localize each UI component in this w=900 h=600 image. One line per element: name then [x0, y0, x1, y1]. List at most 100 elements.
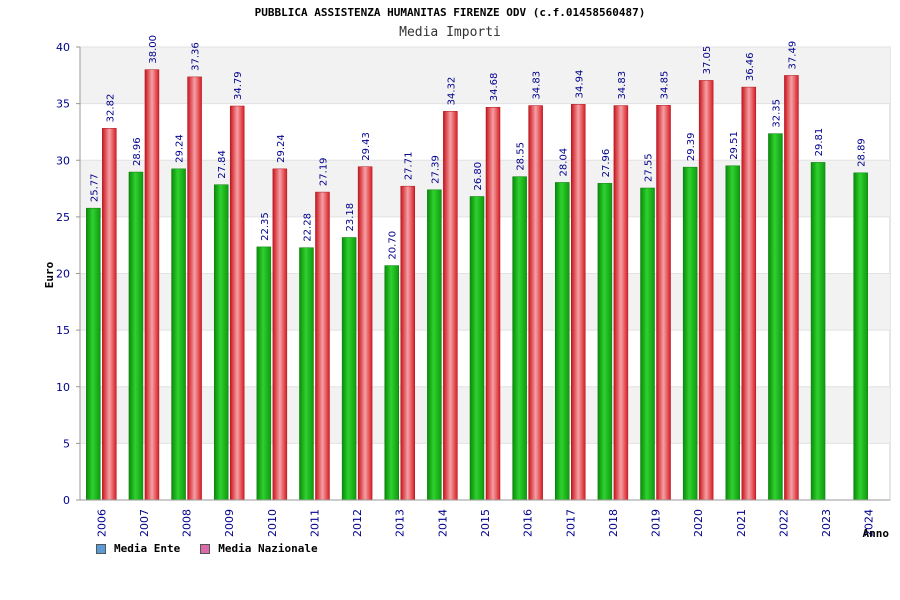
y-axis-label: Euro — [43, 261, 56, 288]
data-label-media-ente: 29.81 — [814, 128, 825, 157]
legend-swatch-nazionale — [200, 543, 211, 554]
x-tick-label: 2017 — [564, 509, 577, 537]
bar-media-nazionale — [144, 69, 160, 501]
legend-swatch-ente — [96, 543, 106, 554]
data-label-media-nazionale: 32.82 — [105, 94, 116, 123]
bar-media-nazionale — [485, 106, 501, 501]
x-axis: 2006 2007 2008 2009 2010 2011 2012 2013 2014 2015… — [80, 499, 890, 537]
legend-label-ente: Media Ente — [114, 542, 181, 555]
bars-group: 25.77 32.82 28.96 38.00 29.24 37.36 27.84 34.79… — [86, 35, 868, 501]
data-label-media-ente: 25.77 — [89, 174, 100, 203]
bar-media-ente — [725, 165, 741, 501]
x-tick-label: 2014 — [436, 509, 449, 537]
data-label-media-nazionale: 27.19 — [318, 157, 329, 186]
data-label-media-nazionale: 34.83 — [532, 71, 543, 100]
x-tick-label: 2010 — [266, 509, 279, 537]
bar-media-nazionale — [187, 76, 202, 501]
x-tick-label: 2015 — [479, 509, 492, 537]
bar-media-ente — [810, 162, 826, 501]
bar-media-ente — [640, 187, 655, 501]
x-tick-label: 2020 — [692, 509, 705, 537]
bar-media-nazionale — [528, 105, 543, 501]
data-label-media-nazionale: 27.71 — [404, 152, 415, 181]
data-label-media-ente: 27.84 — [217, 150, 228, 179]
legend-label-nazionale: Media Nazionale — [218, 542, 318, 555]
data-label-media-ente: 29.39 — [686, 133, 697, 162]
x-tick-label: 2013 — [394, 509, 407, 537]
bar-media-ente — [682, 166, 698, 501]
bar-media-ente — [555, 182, 570, 501]
chart-subtitle: Media Importi — [399, 25, 501, 40]
legend-item-ente: Media Ente — [96, 542, 180, 555]
data-label-media-ente: 28.04 — [558, 148, 569, 177]
bar-media-nazionale — [741, 86, 757, 501]
x-tick-label: 2023 — [820, 509, 833, 537]
data-label-media-ente: 32.35 — [771, 99, 782, 128]
data-label-media-nazionale: 29.24 — [276, 134, 287, 163]
bar-media-ente — [469, 196, 485, 501]
y-tick-label: 0 — [63, 494, 70, 507]
bar-media-ente — [86, 207, 101, 501]
data-label-media-nazionale: 37.49 — [787, 41, 798, 70]
data-label-media-nazionale: 34.79 — [233, 71, 244, 100]
data-label-media-ente: 22.28 — [302, 213, 313, 242]
bar-media-nazionale — [443, 111, 458, 501]
x-tick-label: 2019 — [650, 509, 663, 537]
legend-item-nazionale: Media Nazionale — [200, 542, 318, 555]
data-label-media-ente: 23.18 — [345, 203, 356, 232]
data-label-media-ente: 29.24 — [175, 134, 186, 163]
data-label-media-ente: 22.35 — [260, 212, 271, 241]
data-label-media-ente: 26.80 — [473, 162, 484, 191]
data-label-media-ente: 28.96 — [132, 137, 143, 166]
data-label-media-nazionale: 29.43 — [361, 132, 372, 161]
x-tick-label: 2024 — [863, 509, 876, 537]
data-label-media-nazionale: 38.00 — [148, 35, 159, 64]
bar-media-nazionale — [272, 168, 288, 501]
bar-media-nazionale — [315, 191, 330, 501]
bar-media-ente — [256, 246, 272, 501]
bar-media-ente — [512, 176, 527, 501]
x-tick-label: 2006 — [95, 509, 108, 537]
data-label-media-ente: 27.55 — [644, 153, 655, 182]
bar-media-ente — [213, 184, 229, 501]
bar-media-nazionale — [784, 75, 799, 501]
data-label-media-nazionale: 34.83 — [617, 71, 628, 100]
bar-media-nazionale — [613, 105, 629, 501]
y-axis: 0 5 10 15 20 25 30 35 40 — [56, 41, 81, 507]
x-tick-label: 2016 — [522, 509, 535, 537]
data-label-media-ente: 20.70 — [388, 231, 399, 260]
bar-media-ente — [128, 171, 144, 501]
x-tick-label: 2012 — [351, 509, 364, 537]
y-tick-label: 25 — [56, 211, 70, 224]
y-tick-label: 35 — [56, 98, 70, 111]
bar-media-ente — [427, 189, 442, 501]
x-axis-label: Anno — [863, 527, 890, 540]
x-tick-label: 2018 — [607, 509, 620, 537]
data-label-media-ente: 28.89 — [857, 138, 868, 167]
bar-media-nazionale — [229, 105, 245, 501]
bar-media-nazionale — [656, 105, 671, 501]
bar-media-nazionale — [400, 185, 415, 501]
data-label-media-nazionale: 34.94 — [574, 70, 585, 99]
data-label-media-nazionale: 37.36 — [191, 42, 202, 71]
bar-media-ente — [341, 237, 357, 501]
data-label-media-nazionale: 36.46 — [745, 52, 756, 81]
data-label-media-nazionale: 34.85 — [660, 71, 671, 100]
bar-media-ente — [853, 172, 868, 501]
y-tick-label: 20 — [56, 268, 70, 281]
x-tick-label: 2021 — [735, 509, 748, 537]
x-tick-label: 2009 — [223, 509, 236, 537]
y-tick-label: 30 — [56, 154, 70, 167]
data-label-media-ente: 27.96 — [601, 149, 612, 178]
x-tick-label: 2022 — [777, 509, 790, 537]
bar-media-nazionale — [698, 80, 714, 501]
data-label-media-nazionale: 34.32 — [446, 77, 457, 106]
bar-media-nazionale — [571, 104, 586, 501]
x-tick-label: 2011 — [308, 509, 321, 537]
bar-media-nazionale — [102, 128, 117, 501]
data-label-media-nazionale: 37.05 — [702, 46, 713, 75]
bar-media-ente — [171, 168, 186, 501]
x-tick-label: 2008 — [181, 509, 194, 537]
y-tick-label: 40 — [56, 41, 70, 54]
